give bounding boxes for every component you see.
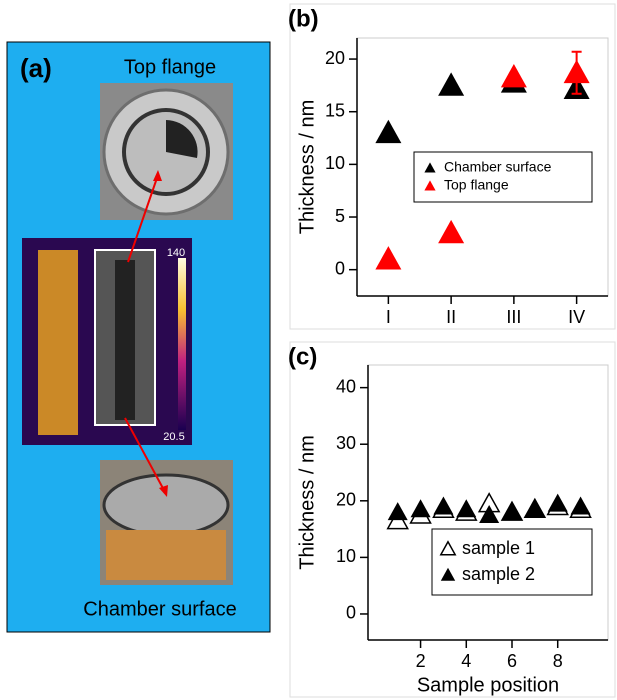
colorbar — [178, 258, 186, 430]
figure: (a) Top flange 140 20.5 Chamber surface … — [0, 0, 617, 700]
x-tick-label: 4 — [461, 651, 471, 671]
marker — [571, 496, 591, 514]
panel-label: (a) — [20, 53, 52, 83]
inset-object — [115, 260, 135, 420]
marker — [388, 502, 408, 520]
scale-max: 140 — [167, 247, 185, 259]
legend-label: sample 2 — [462, 564, 535, 584]
y-tick-label: 30 — [336, 433, 356, 453]
thermal-object — [38, 250, 78, 435]
y-axis-label: Thickness / nm — [296, 435, 318, 569]
y-tick-label: 10 — [325, 153, 345, 173]
marker — [502, 502, 522, 520]
x-tick-label: II — [446, 307, 456, 327]
legend-label: Chamber surface — [444, 159, 552, 175]
marker — [375, 246, 401, 269]
plot-frame — [368, 365, 608, 640]
y-tick-label: 20 — [336, 490, 356, 510]
y-tick-label: 10 — [336, 546, 356, 566]
marker — [564, 60, 590, 83]
marker — [525, 499, 545, 517]
x-axis-label: Sample position — [417, 674, 559, 696]
x-tick-label: I — [386, 307, 391, 327]
y-tick-label: 5 — [335, 206, 345, 226]
x-tick-label: III — [506, 307, 521, 327]
y-tick-label: 0 — [335, 258, 345, 278]
y-axis-label: Thickness / nm — [296, 100, 318, 234]
legend-label: Top flange — [444, 177, 509, 193]
marker — [501, 64, 527, 87]
bottom-label: Chamber surface — [83, 598, 236, 620]
x-tick-label: 6 — [507, 651, 517, 671]
marker — [433, 496, 453, 514]
x-tick-label: IV — [568, 307, 585, 327]
marker — [548, 494, 568, 512]
chamber-body — [106, 530, 226, 580]
x-tick-label: 2 — [416, 651, 426, 671]
y-tick-label: 40 — [336, 376, 356, 396]
marker — [411, 499, 431, 517]
chamber-top — [104, 475, 228, 535]
y-tick-label: 20 — [325, 48, 345, 68]
marker — [438, 72, 464, 95]
panel-a: (a) Top flange 140 20.5 Chamber surface — [7, 42, 270, 632]
marker — [456, 499, 476, 517]
y-tick-label: 0 — [346, 603, 356, 623]
top-label: Top flange — [124, 56, 216, 78]
y-tick-label: 15 — [325, 100, 345, 120]
x-tick-label: 8 — [553, 651, 563, 671]
marker — [438, 220, 464, 243]
marker — [375, 120, 401, 143]
scale-min: 20.5 — [163, 431, 184, 443]
panel-label: (b) — [288, 5, 319, 32]
legend-label: sample 1 — [462, 538, 535, 558]
panel-label: (c) — [288, 343, 317, 370]
